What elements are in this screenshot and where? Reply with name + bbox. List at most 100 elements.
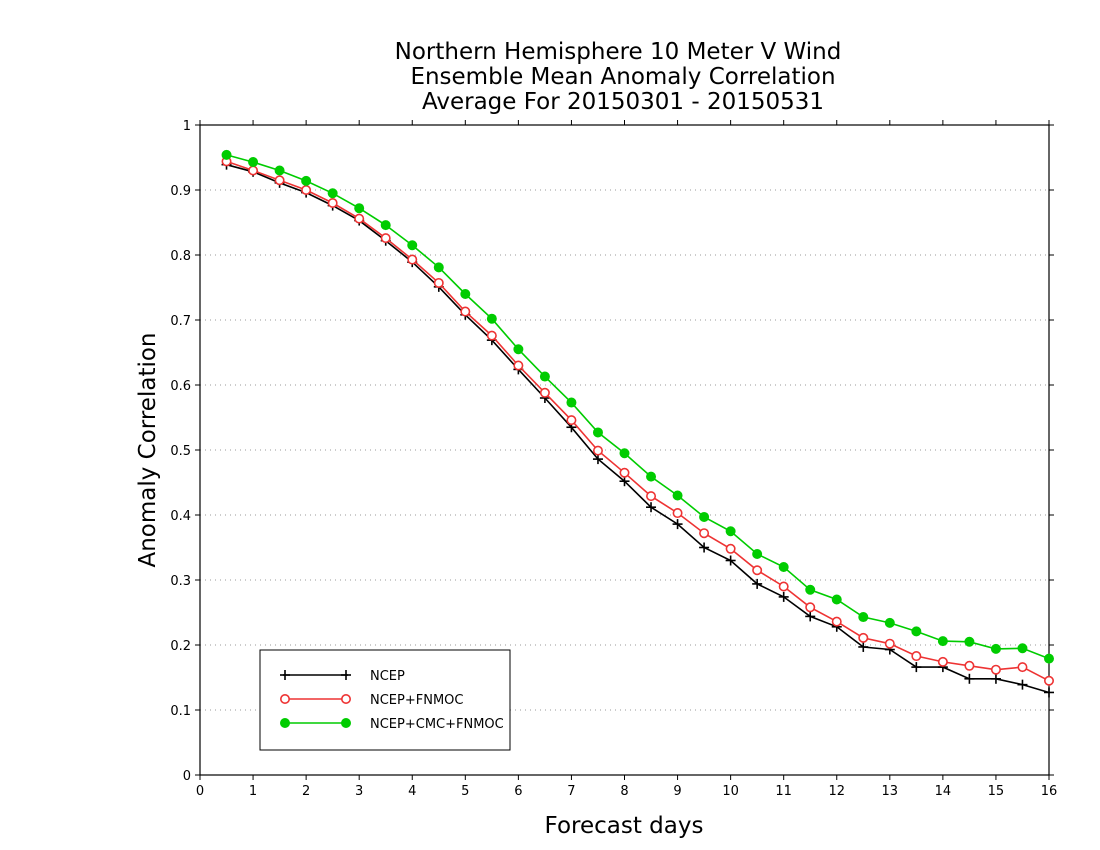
y-tick-label: 0.4: [170, 509, 191, 524]
data-point: [911, 651, 922, 662]
legend-marker: [279, 693, 290, 704]
data-point: [884, 638, 895, 649]
data-point: [646, 491, 657, 502]
data-point: [964, 636, 975, 647]
data-point: [778, 591, 789, 602]
series-line: [226, 154, 1050, 660]
data-point: [221, 149, 232, 160]
data-point: [646, 502, 657, 513]
x-tick-label: 2: [302, 784, 310, 799]
series-1: [221, 156, 1055, 686]
data-point: [964, 660, 975, 671]
data-point: [486, 313, 497, 324]
y-tick-label: 0.2: [170, 639, 191, 654]
x-tick-label: 0: [196, 784, 204, 799]
data-point: [831, 616, 842, 627]
legend-marker: [340, 693, 351, 704]
x-tick-label: 9: [673, 784, 681, 799]
data-point: [778, 562, 789, 572]
data-point: [858, 641, 869, 652]
data-point: [964, 673, 975, 684]
y-tick-label: 0.8: [170, 249, 191, 264]
data-point: [1044, 687, 1054, 698]
legend-label: NCEP+CMC+FNMOC: [370, 717, 504, 732]
data-point: [301, 175, 312, 186]
data-point: [592, 445, 603, 456]
data-point: [327, 188, 338, 199]
x-tick-label: 15: [988, 784, 1005, 799]
data-point: [672, 490, 683, 501]
data-point: [752, 565, 763, 576]
data-point: [937, 636, 948, 647]
y-tick-label: 0.6: [170, 379, 191, 394]
data-point: [1017, 643, 1028, 654]
x-tick-label: 5: [461, 784, 469, 799]
data-point: [884, 617, 895, 628]
data-point: [831, 594, 842, 605]
legend-item-2: NCEP+CMC+FNMOC: [280, 717, 504, 732]
data-point: [380, 233, 391, 244]
x-tick-label: 1: [249, 784, 257, 799]
x-tick-label: 4: [408, 784, 416, 799]
series-layer: [221, 149, 1055, 698]
data-point: [805, 602, 816, 613]
data-point: [354, 213, 365, 224]
data-point: [990, 673, 1001, 684]
data-point: [937, 656, 948, 667]
y-tick-label: 0.7: [170, 314, 191, 329]
data-point: [1044, 675, 1055, 686]
data-point: [513, 360, 524, 371]
x-tick-label: 16: [1041, 784, 1058, 799]
y-tick-label: 0.3: [170, 574, 191, 589]
data-point: [380, 220, 391, 231]
data-point: [699, 542, 710, 553]
y-tick-label: 0: [183, 769, 191, 784]
data-point: [513, 344, 524, 355]
data-point: [725, 526, 736, 537]
data-point: [805, 584, 816, 595]
data-point: [858, 612, 869, 623]
x-tick-label: 6: [514, 784, 522, 799]
data-point: [911, 626, 922, 637]
data-point: [274, 165, 285, 176]
data-point: [990, 664, 1001, 675]
data-point: [539, 387, 550, 398]
data-point: [460, 289, 471, 299]
chart-title-line-1: Northern Hemisphere 10 Meter V Wind: [395, 39, 842, 65]
legend-marker: [280, 670, 290, 680]
data-point: [699, 511, 710, 522]
data-point: [248, 157, 259, 168]
series-0: [221, 159, 1054, 698]
x-tick-label: 11: [775, 784, 792, 799]
data-point: [407, 254, 418, 265]
legend-label: NCEP: [370, 669, 405, 684]
data-point: [433, 277, 444, 288]
chart-title-line-3: Average For 20150301 - 20150531: [422, 89, 824, 115]
legend-marker: [341, 670, 351, 680]
data-point: [672, 508, 683, 519]
axis-ticks: [195, 120, 1054, 780]
data-point: [619, 476, 630, 487]
data-point: [619, 467, 630, 478]
data-point: [672, 519, 683, 530]
data-point: [725, 555, 736, 566]
legend-marker: [280, 718, 290, 728]
y-axis-title: Anomaly Correlation: [135, 332, 161, 567]
legend-label: NCEP+FNMOC: [370, 693, 463, 708]
data-point: [354, 203, 365, 214]
x-tick-label: 14: [935, 784, 952, 799]
data-point: [1017, 662, 1028, 673]
y-axis-tick-labels: 0 0.1 0.2 0.3 0.4 0.5 0.6 0.7 0.8 0.9 1: [170, 119, 191, 784]
legend-marker: [341, 718, 351, 728]
legend-box: [259, 649, 511, 751]
data-point: [592, 454, 603, 465]
data-point: [752, 578, 763, 589]
data-point: [301, 185, 312, 196]
series-line: [226, 163, 1050, 694]
chart-title: Northern Hemisphere 10 Meter V Wind Ense…: [395, 39, 842, 115]
data-point: [725, 543, 736, 554]
data-point: [566, 415, 577, 426]
x-tick-label: 13: [882, 784, 899, 799]
data-point: [699, 528, 710, 539]
data-point: [460, 306, 471, 317]
